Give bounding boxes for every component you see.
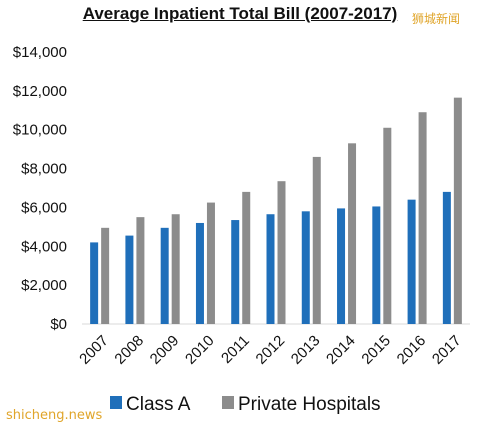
- legend-swatch-class-a: [110, 396, 122, 409]
- y-tick-label: $14,000: [13, 44, 67, 61]
- legend-label-class-a: Class A: [126, 394, 191, 415]
- y-axis-labels: $0 $2,000 $4,000 $6,000 $8,000 $10,000 $12,000…: [13, 44, 67, 333]
- bar-private-hospitals: [383, 127, 392, 325]
- bar-class-a: [195, 222, 204, 324]
- bar-class-a: [160, 227, 169, 324]
- x-tick-label: 2013: [288, 332, 324, 368]
- bar-private-hospitals: [277, 181, 286, 324]
- x-tick-label: 2009: [147, 332, 183, 368]
- x-tick-label: 2011: [218, 332, 253, 367]
- watermark-bottom: shicheng.news: [6, 408, 103, 423]
- bar-class-a: [90, 242, 99, 324]
- x-tick-label: 2016: [394, 332, 430, 368]
- y-tick-label: $6,000: [21, 199, 67, 216]
- bar-private-hospitals: [206, 202, 215, 324]
- bar-class-a: [442, 191, 451, 324]
- bar-class-a: [372, 206, 381, 324]
- y-tick-label: $10,000: [13, 122, 67, 139]
- x-tick-label: 2007: [76, 332, 112, 368]
- bar-class-a: [266, 214, 275, 324]
- x-tick-label: 2012: [253, 332, 289, 368]
- bar-private-hospitals: [242, 191, 251, 324]
- legend-label-private-hospitals: Private Hospitals: [238, 394, 381, 415]
- bar-class-a: [337, 208, 346, 324]
- bars: [90, 97, 462, 325]
- bar-class-a: [231, 220, 240, 324]
- bar-private-hospitals: [136, 217, 145, 324]
- x-tick-label: 2010: [182, 332, 218, 368]
- y-tick-label: $4,000: [21, 238, 67, 255]
- bar-class-a: [407, 199, 416, 324]
- x-tick-label: 2008: [111, 332, 147, 368]
- y-tick-label: $8,000: [21, 161, 67, 178]
- legend-swatch-private-hospitals: [222, 396, 234, 409]
- bar-private-hospitals: [418, 112, 427, 324]
- x-tick-label: 2017: [429, 332, 465, 368]
- y-tick-label: $2,000: [21, 277, 67, 294]
- bar-class-a: [301, 211, 310, 324]
- x-axis-labels: 2007 2008 2009 2010 2011 2012 2013 2014 2015 2016…: [76, 332, 464, 368]
- y-tick-label: $0: [50, 316, 67, 333]
- bar-private-hospitals: [453, 97, 462, 325]
- chart-title: Average Inpatient Total Bill (2007-2017): [82, 4, 398, 23]
- bar-private-hospitals: [101, 227, 110, 324]
- y-tick-label: $12,000: [13, 83, 67, 100]
- bar-private-hospitals: [348, 143, 357, 324]
- x-tick-label: 2014: [323, 332, 359, 368]
- legend: Class A Private Hospitals: [110, 394, 381, 415]
- bar-private-hospitals: [312, 156, 321, 324]
- watermark-top: 狮城新闻: [412, 12, 461, 26]
- x-tick-label: 2015: [358, 332, 394, 368]
- bar-class-a: [125, 235, 134, 324]
- bar-private-hospitals: [171, 214, 180, 324]
